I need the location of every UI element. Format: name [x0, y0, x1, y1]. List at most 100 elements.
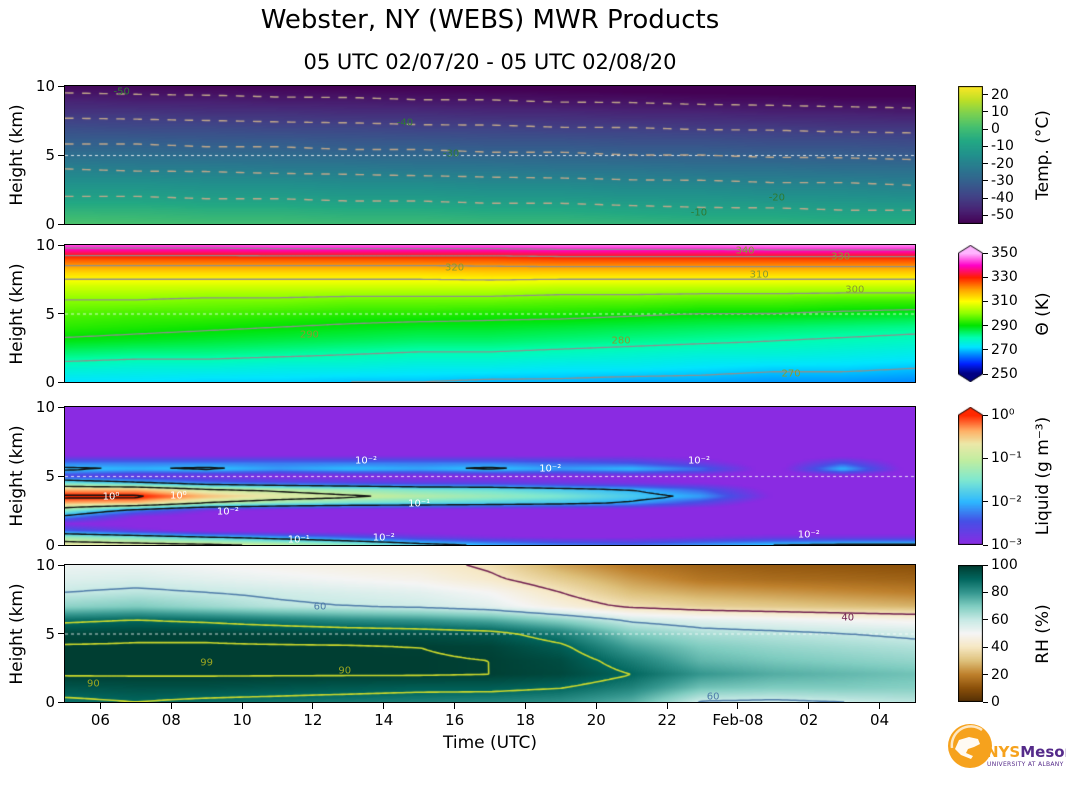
y-tick-label: 5: [45, 624, 55, 643]
x-tick-label: 10: [232, 711, 252, 729]
y-tick: [58, 381, 65, 383]
liquid-colorbar-tick: [983, 457, 988, 459]
temperature-colorbar-tick: [983, 145, 988, 147]
theta-colorbar-tick-label: 330: [991, 269, 1018, 286]
temperature-colorbar-tick: [983, 94, 988, 96]
theta-colorbar-tick-label: 350: [991, 245, 1018, 261]
y-tick: [58, 313, 65, 314]
y-tick: [58, 223, 65, 225]
temperature-colorbar-tick-label: -20: [991, 155, 1014, 172]
logo-nys-text: NYS: [986, 743, 1021, 761]
y-axis-label: Height (km): [7, 262, 27, 365]
theta-colorbar-tick-label: 290: [991, 317, 1018, 334]
temperature-colorbar-tick-label: 0: [991, 121, 1000, 138]
y-tick: [58, 475, 65, 477]
y-tick-label: 10: [35, 556, 55, 574]
x-tick: [99, 703, 101, 709]
y-tick: [58, 701, 65, 703]
x-tick-label: 12: [303, 711, 323, 729]
theta-heatmap: 320 340 330 310 300 290 280 270: [64, 244, 916, 383]
y-tick-label: 0: [45, 215, 55, 233]
liquid-colorbar-tick-label: 10⁻²: [991, 493, 1022, 510]
temperature-colorbar-label: Temp. (°C): [1033, 110, 1053, 200]
x-tick-label: 16: [445, 711, 465, 729]
rh-colorbar-tick-label: 80: [991, 584, 1009, 601]
y-tick: [58, 544, 65, 546]
y-axis-label: Height (km): [7, 425, 27, 527]
temperature-colorbar-tick: [983, 111, 988, 113]
x-tick-label: 04: [870, 711, 890, 729]
temperature-colorbar-canvas: [958, 86, 983, 224]
x-tick: [808, 703, 810, 709]
x-tick: [312, 703, 314, 709]
x-tick: [595, 703, 597, 709]
rh-colorbar-tick: [983, 674, 988, 676]
theta-colorbar-tick: [983, 325, 988, 327]
y-tick: [58, 85, 65, 87]
x-tick: [383, 703, 385, 709]
temperature-colorbar-tick: [983, 197, 988, 199]
mesonet-logo: NYSMesonet UNIVERSITY AT ALBANY: [944, 718, 1066, 794]
rh-colorbar-tick: [983, 701, 988, 703]
rh-colorbar-canvas: [958, 565, 983, 702]
x-axis-label: Time (UTC): [443, 733, 537, 753]
figure-subtitle: 05 UTC 02/07/20 - 05 UTC 02/08/20: [303, 50, 677, 74]
theta-colorbar-label: Θ (K): [1033, 291, 1053, 336]
rh-colorbar-tick-label: 20: [991, 666, 1009, 683]
liquid-colorbar-tick: [983, 414, 988, 416]
y-tick-label: 10: [35, 236, 55, 254]
temperature-colorbar-tick: [983, 214, 988, 216]
theta-colorbar-tick-label: 310: [991, 293, 1018, 310]
y-tick: [58, 406, 65, 408]
y-tick-label: 5: [45, 467, 55, 485]
temperature-heatmap-canvas: [65, 86, 915, 224]
liquid-colorbar-label: Liquid (g m⁻³): [1033, 416, 1053, 536]
y-axis-label: Height (km): [7, 104, 27, 206]
y-tick-label: 0: [45, 693, 55, 711]
y-tick: [58, 564, 65, 566]
theta-colorbar-tick: [983, 373, 988, 375]
temperature-colorbar-tick: [983, 180, 988, 182]
theta-colorbar-tick-label: 270: [991, 341, 1018, 358]
logo-wordmark: NYSMesonet: [986, 744, 1066, 760]
rh-colorbar-tick: [983, 619, 988, 621]
y-tick: [58, 154, 65, 156]
rh-colorbar-label: RH (%): [1033, 603, 1053, 664]
rh-colorbar-tick-label: 0: [991, 694, 1000, 710]
theta-colorbar-tick: [983, 349, 988, 351]
x-tick-label: 22: [657, 711, 677, 729]
liquid-colorbar-tick: [983, 501, 988, 503]
figure-title: Webster, NY (WEBS) MWR Products: [260, 5, 720, 35]
liquid-colorbar: [958, 407, 983, 545]
rh-colorbar-tick: [983, 591, 988, 593]
temperature-colorbar-tick: [983, 163, 988, 165]
temperature-colorbar: [958, 86, 983, 224]
liquid-colorbar-tick-label: 10⁻³: [991, 537, 1022, 553]
temperature-heatmap: -50 -40 -30 -20 -10: [64, 85, 916, 225]
y-tick-label: 0: [45, 373, 55, 391]
y-tick-label: 5: [45, 304, 55, 323]
rh-colorbar-tick-label: 40: [991, 639, 1009, 656]
rh-colorbar: [958, 565, 983, 702]
theta-heatmap-canvas: [65, 245, 915, 382]
x-tick: [170, 703, 172, 709]
theta-colorbar-tick-label: 250: [991, 366, 1018, 382]
y-tick-label: 10: [35, 398, 55, 416]
y-tick-label: 5: [45, 146, 55, 164]
liquid-colorbar-canvas: [958, 407, 983, 545]
x-tick: [737, 703, 739, 709]
x-tick-label: 08: [161, 711, 181, 729]
liquid-colorbar-tick: [983, 544, 988, 546]
liquid-colorbar-tick-label: 10⁰: [991, 407, 1015, 423]
temperature-colorbar-tick-label: -50: [991, 207, 1014, 224]
x-tick-label: 14: [374, 711, 394, 729]
rh-colorbar-tick: [983, 646, 988, 648]
x-tick: [454, 703, 456, 709]
theta-colorbar-canvas: [958, 245, 983, 382]
temperature-colorbar-tick-label: 10: [991, 103, 1009, 120]
liquid-heatmap: 10⁰ 10⁰ 10⁻² 10⁻¹ 10⁻² 10⁻² 10⁻² 10⁻¹ 10⁻² 10⁻²: [64, 406, 916, 546]
rh-colorbar-tick-label: 100: [991, 557, 1018, 573]
y-tick-label: 10: [35, 77, 55, 95]
temperature-colorbar-tick-label: -10: [991, 138, 1014, 155]
